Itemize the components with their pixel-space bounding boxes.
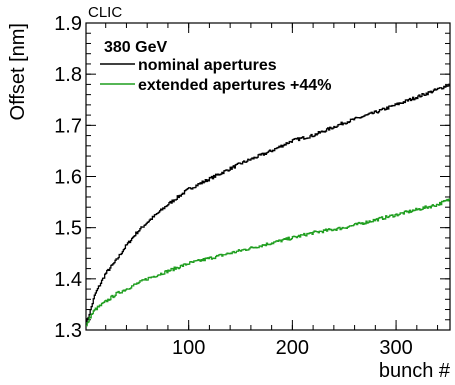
y-tick-label: 1.6 — [54, 167, 82, 189]
x-tick-label: 100 — [172, 337, 205, 359]
y-tick-label: 1.5 — [54, 218, 82, 240]
y-tick-label: 1.8 — [54, 64, 82, 86]
legend-label-extended: extended apertures +44% — [138, 77, 331, 94]
legend-header: 380 GeV — [104, 39, 167, 56]
y-tick-label: 1.9 — [54, 13, 82, 35]
x-tick-label: 200 — [276, 337, 309, 359]
series-line-extended — [86, 198, 450, 327]
series-line-nominal — [86, 83, 450, 326]
corner-label: CLIC — [88, 4, 122, 21]
x-axis-title: bunch # — [379, 360, 451, 382]
series-layer — [86, 83, 450, 327]
axes-layer: 1.3 1.4 1.5 1.6 1.7 1.8 1.9 100 200 300 — [54, 13, 450, 359]
x-tick-label: 300 — [379, 337, 412, 359]
y-axis-title: Offset [nm] — [7, 23, 29, 120]
y-tick-label: 1.7 — [54, 115, 82, 137]
legend-label-nominal: nominal apertures — [138, 57, 277, 74]
y-tick-label: 1.4 — [54, 269, 82, 291]
legend: 380 GeV nominal apertures extended apert… — [100, 39, 331, 94]
y-tick-label: 1.3 — [54, 320, 82, 342]
